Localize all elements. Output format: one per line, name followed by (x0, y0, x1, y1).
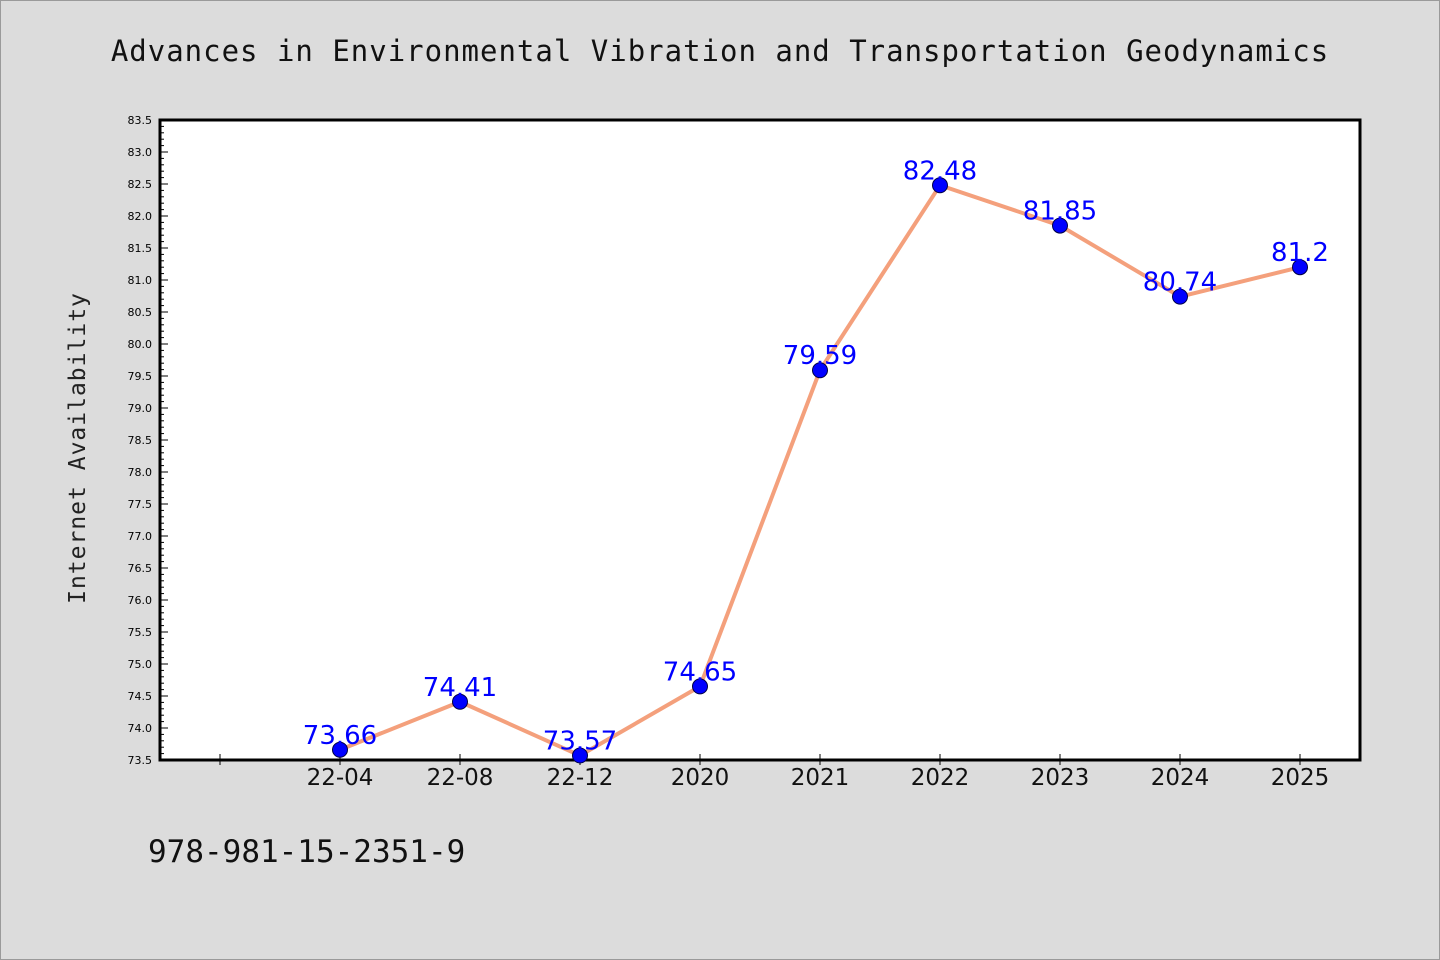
data-label: 73.57 (543, 727, 617, 757)
data-label: 82.48 (903, 156, 977, 186)
y-tick-label: 74.5 (128, 690, 153, 703)
y-tick-label: 83.0 (128, 146, 153, 159)
isbn-footnote: 978-981-15-2351-9 (148, 834, 466, 870)
y-tick-label: 81.5 (128, 242, 153, 255)
data-label: 73.66 (303, 721, 377, 751)
y-tick-label: 82.5 (128, 178, 153, 191)
y-tick-label: 73.5 (128, 754, 153, 767)
y-tick-label: 80.5 (128, 306, 153, 319)
y-tick-label: 75.0 (128, 658, 153, 671)
data-point (692, 678, 708, 695)
y-tick-label: 77.5 (128, 498, 153, 511)
y-tick-label: 83.5 (128, 114, 153, 127)
chart-title: Advances in Environmental Vibration and … (110, 34, 1330, 68)
y-tick-label: 78.0 (128, 466, 153, 479)
plot-area (160, 120, 1360, 760)
y-tick-label: 76.0 (128, 594, 153, 607)
data-label: 81.2 (1271, 238, 1329, 268)
y-tick-label: 79.0 (128, 402, 153, 415)
data-label: 74.41 (423, 673, 497, 703)
x-tick-label: 2025 (1271, 765, 1330, 791)
data-point (332, 741, 348, 758)
x-tick-label: 22-12 (547, 765, 614, 791)
y-tick-label: 76.5 (128, 562, 153, 575)
y-tick-label: 78.5 (128, 434, 153, 447)
data-point (572, 747, 588, 764)
x-tick-label: 22-04 (307, 765, 374, 791)
plot-border (158, 118, 1362, 762)
x-tick-label: 2023 (1031, 765, 1090, 791)
y-tick-label: 77.0 (128, 530, 153, 543)
data-label: 80.74 (1143, 268, 1217, 298)
x-tick-label: 2024 (1151, 765, 1210, 791)
data-point (1052, 217, 1068, 234)
y-tick-label: 81.0 (128, 274, 153, 287)
data-point (932, 177, 948, 194)
data-point (1292, 259, 1308, 276)
y-tick-label: 79.5 (128, 370, 153, 383)
y-tick-label: 82.0 (128, 210, 153, 223)
data-label: 81.85 (1023, 197, 1097, 227)
data-label: 79.59 (783, 341, 857, 371)
y-tick-label: 75.5 (128, 626, 153, 639)
x-tick-label: 22-08 (427, 765, 494, 791)
data-label: 74.65 (663, 657, 737, 687)
data-point (1172, 288, 1188, 305)
x-tick-label: 2020 (671, 765, 730, 791)
x-tick-label: 2022 (911, 765, 970, 791)
y-tick-label: 80.0 (128, 338, 153, 351)
x-tick-label: 2021 (791, 765, 850, 791)
y-tick-label: 74.0 (128, 722, 153, 735)
data-point (452, 693, 468, 710)
data-point (812, 362, 828, 379)
